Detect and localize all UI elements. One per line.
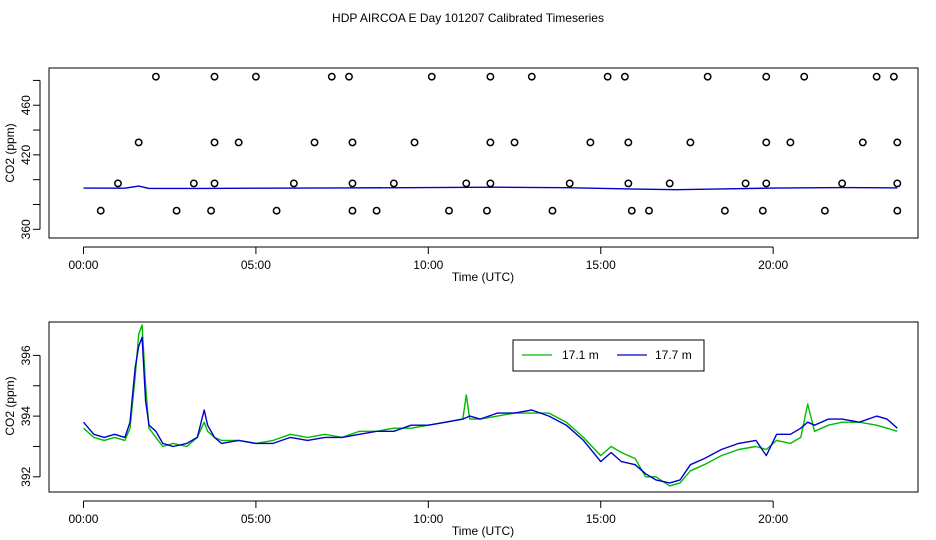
top-data-point [893, 206, 902, 215]
top-plot-data [83, 72, 902, 215]
top-data-point [486, 72, 495, 81]
bottom-x-tick-label: 10:00 [413, 512, 443, 526]
bottom-y-axis-label: CO2 (ppm) [3, 376, 17, 435]
top-data-point [345, 72, 353, 81]
top-data-point [114, 179, 122, 188]
top-data-point [762, 72, 771, 81]
bottom-y-axis: 392 394 396 [19, 345, 41, 487]
top-data-point [893, 138, 902, 147]
top-plot-frame [48, 67, 919, 239]
top-y-tick-label: 460 [19, 95, 33, 115]
top-data-point [527, 72, 536, 81]
top-data-point [210, 138, 219, 147]
top-data-point [96, 206, 105, 215]
top-data-point [665, 179, 674, 188]
top-data-point [372, 206, 381, 215]
top-data-point [389, 179, 398, 188]
bottom-y-tick-label: 396 [19, 345, 33, 365]
bottom-x-axis: 00:00 05:00 10:00 15:00 20:00 [68, 500, 789, 526]
bottom-y-tick-label: 394 [19, 406, 33, 426]
top-data-point [624, 179, 633, 188]
top-x-tick-label: 05:00 [241, 258, 271, 272]
top-data-point [251, 72, 260, 81]
bottom-plot-frame [48, 321, 919, 493]
bottom-y-tick-label: 392 [19, 466, 33, 486]
top-data-point [762, 179, 771, 188]
top-data-point [310, 138, 319, 147]
top-data-point [624, 138, 633, 147]
top-data-point [427, 72, 436, 81]
top-x-axis: 00:00 05:00 10:00 15:00 20:00 [68, 246, 789, 272]
top-data-point [820, 206, 829, 215]
top-data-point [210, 179, 219, 188]
top-data-point [445, 206, 453, 215]
top-data-point [486, 179, 495, 188]
top-data-point [486, 138, 495, 147]
top-data-point [645, 206, 653, 215]
top-y-axis-label: CO2 (ppm) [3, 123, 17, 182]
top-data-point [210, 72, 219, 81]
top-y-tick-label: 420 [19, 145, 33, 165]
bottom-x-axis-label: Time (UTC) [452, 524, 514, 538]
top-data-point [510, 138, 519, 147]
top-data-point [586, 138, 595, 147]
legend-label-17-1m: 17.1 m [562, 348, 599, 362]
top-data-point [720, 206, 729, 215]
top-data-point [462, 179, 471, 188]
top-data-point [348, 179, 357, 188]
top-data-point [889, 72, 898, 81]
top-data-point [627, 206, 636, 215]
top-series-line-0 [83, 185, 898, 191]
bottom-x-tick-label: 20:00 [758, 512, 788, 526]
top-data-point [800, 72, 809, 81]
top-data-point [348, 206, 357, 215]
top-data-point [603, 72, 612, 81]
top-data-point [348, 138, 357, 147]
bottom-series-line-0 [83, 324, 898, 487]
top-data-point [893, 179, 902, 188]
bottom-plot-data [82, 324, 898, 487]
chart-title: HDP AIRCOA E Day 101207 Calibrated Times… [332, 11, 604, 25]
top-data-point [786, 138, 795, 147]
top-data-point [410, 138, 419, 147]
top-data-point [703, 72, 712, 81]
top-x-tick-label: 00:00 [68, 258, 98, 272]
top-x-tick-label: 10:00 [413, 258, 443, 272]
bottom-x-tick-label: 00:00 [68, 512, 98, 526]
top-data-point [207, 206, 216, 215]
top-data-point [565, 179, 574, 188]
bottom-x-tick-label: 05:00 [241, 512, 271, 526]
top-data-point [272, 206, 281, 215]
top-data-point [858, 138, 867, 147]
top-x-tick-label: 20:00 [758, 258, 788, 272]
top-data-point [758, 206, 767, 215]
top-data-point [762, 138, 771, 147]
bottom-x-tick-label: 15:00 [586, 512, 616, 526]
top-data-point [189, 179, 198, 188]
top-data-point [289, 179, 298, 188]
top-data-point [548, 206, 557, 215]
top-data-point [134, 138, 143, 147]
top-data-point [234, 138, 243, 147]
top-y-tick-label: 360 [19, 219, 33, 239]
top-y-axis: 360 420 460 [19, 79, 41, 239]
top-data-point [872, 72, 881, 81]
top-data-point [151, 72, 160, 81]
top-data-point [686, 138, 695, 147]
bottom-panel: 00:00 05:00 10:00 15:00 20:00 392 394 396 Time… [3, 321, 919, 538]
top-panel: 00:00 05:00 10:00 15:00 20:00 360 420 460 Time… [3, 67, 919, 284]
legend: 17.1 m 17.7 m [512, 339, 705, 372]
bottom-series-line-1 [82, 336, 898, 484]
top-data-point [172, 206, 181, 215]
top-data-point [741, 179, 750, 188]
top-data-point [838, 179, 847, 188]
top-data-point [482, 206, 491, 215]
top-x-tick-label: 15:00 [586, 258, 616, 272]
legend-label-17-7m: 17.7 m [655, 348, 692, 362]
top-x-axis-label: Time (UTC) [452, 270, 514, 284]
top-data-point [620, 72, 629, 81]
top-data-point [327, 72, 336, 81]
